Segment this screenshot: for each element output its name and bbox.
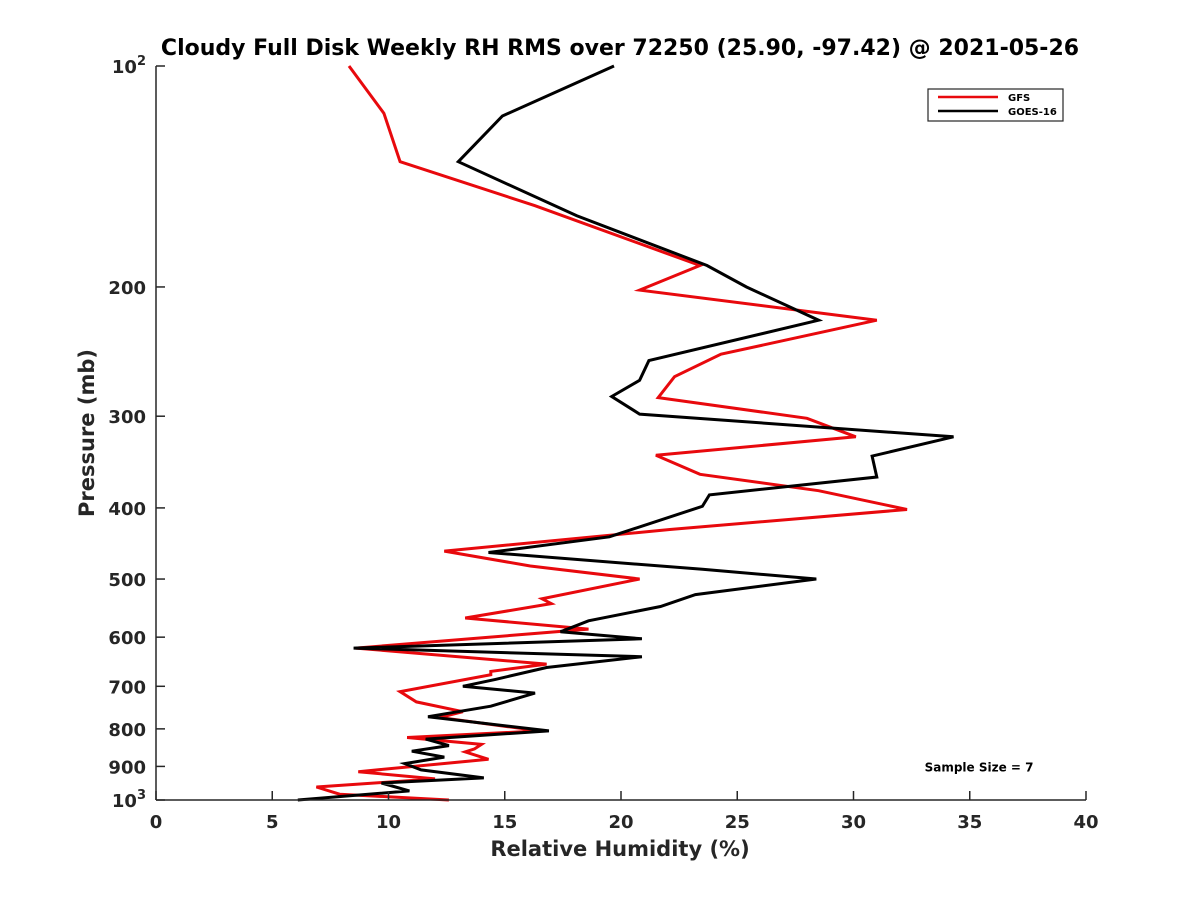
legend: GFS GOES-16 — [927, 88, 1064, 122]
y-tick-label: 200 — [108, 278, 146, 299]
x-tick-label: 20 — [608, 812, 633, 833]
x-tick-label: 5 — [266, 812, 279, 833]
y-tick-label: 500 — [108, 570, 146, 591]
x-tick-label: 10 — [376, 812, 401, 833]
axes-layer — [155, 66, 1086, 801]
legend-label: GOES-16 — [1008, 107, 1057, 118]
y-tick-label: 800 — [108, 720, 146, 741]
ticks-layer: 0 5 10 15 20 25 30 35 40 102 200 300 400 500 600 700 800… — [108, 54, 1098, 833]
y-tick-label: 300 — [108, 407, 146, 428]
series-layer — [297, 64, 954, 802]
x-tick-label: 35 — [957, 812, 982, 833]
chart-title: Cloudy Full Disk Weekly RH RMS over 7225… — [161, 36, 1079, 61]
legend-box — [927, 88, 1064, 122]
x-tick-label: 40 — [1073, 812, 1098, 833]
y-tick-label: 600 — [108, 628, 146, 649]
x-tick-label: 30 — [841, 812, 866, 833]
x-tick-label: 0 — [150, 812, 163, 833]
y-tick-label: 700 — [108, 677, 146, 698]
x-axis-label: Relative Humidity (%) — [490, 837, 749, 861]
y-tick-label: 103 — [112, 788, 146, 812]
x-tick-label: 25 — [725, 812, 750, 833]
y-tick-label: 400 — [108, 499, 146, 520]
x-tick-label: 15 — [492, 812, 517, 833]
series-line-gfs — [315, 65, 908, 802]
y-tick-label: 900 — [108, 757, 146, 778]
y-tick-label: 102 — [112, 54, 146, 78]
sample-size-annotation: Sample Size = 7 — [925, 760, 1034, 774]
series-line-goes-16 — [297, 64, 954, 802]
y-axis-label: Pressure (mb) — [75, 349, 99, 517]
legend-label: GFS — [1008, 93, 1030, 104]
